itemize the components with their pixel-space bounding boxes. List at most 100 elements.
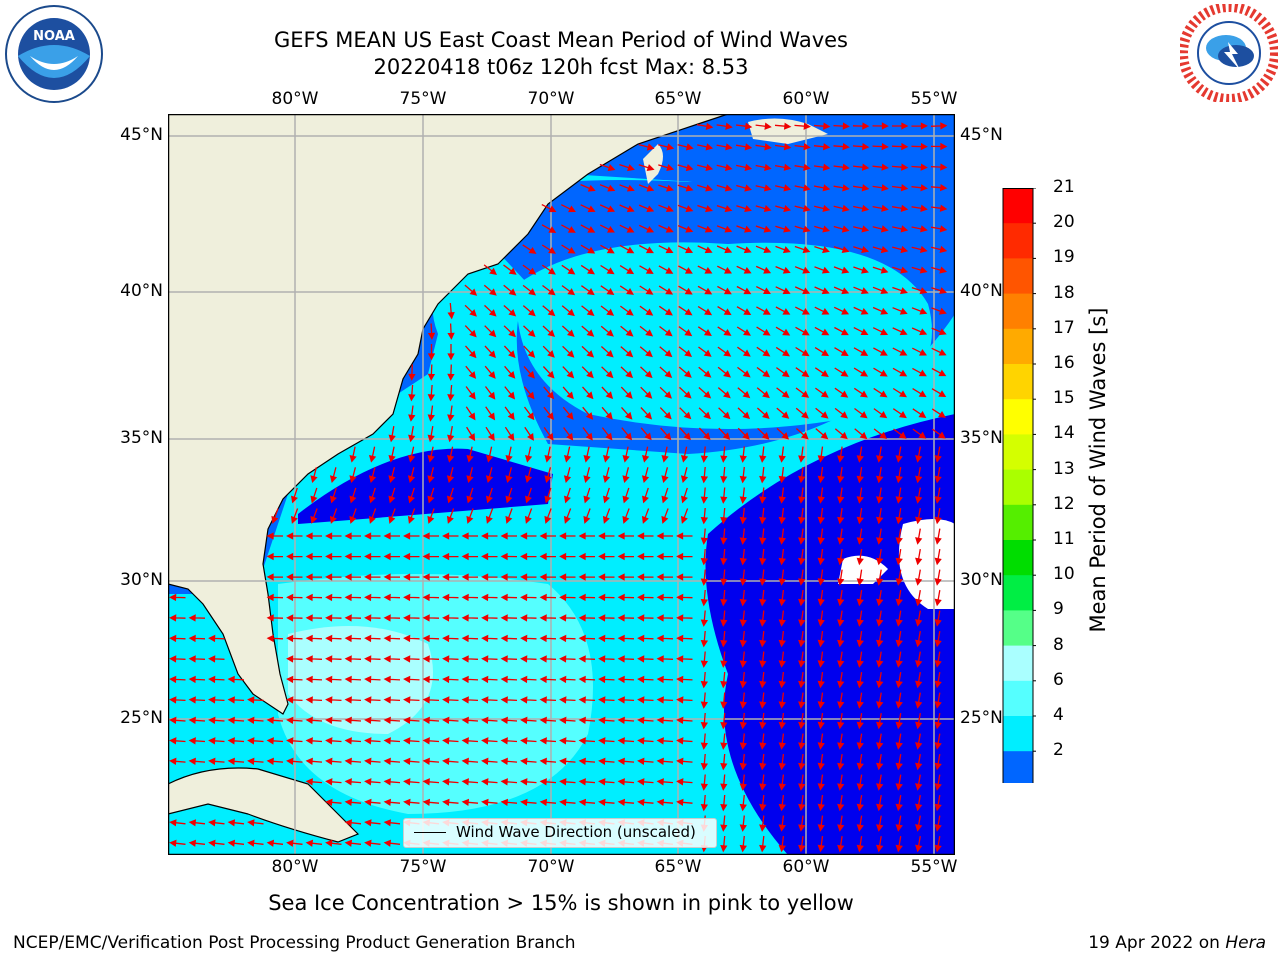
wind-wave-arrow (817, 446, 825, 463)
wind-wave-arrow (739, 671, 747, 689)
wind-wave-arrow (720, 548, 728, 566)
wind-wave-arrow (364, 532, 381, 540)
wind-wave-arrow (520, 716, 537, 725)
wind-wave-arrow (700, 794, 709, 812)
wind-wave-arrow (305, 675, 323, 684)
wind-wave-arrow (325, 655, 342, 663)
wind-wave-arrow (833, 266, 850, 274)
wind-wave-arrow (446, 508, 455, 524)
wind-wave-arrow (911, 266, 928, 274)
wind-wave-arrow (305, 634, 323, 643)
wind-wave-arrow (817, 836, 825, 853)
wind-wave-arrow (503, 284, 517, 296)
wind-wave-arrow (619, 285, 634, 295)
wind-wave-arrow (756, 366, 771, 378)
wind-wave-arrow (736, 265, 752, 274)
wind-wave-arrow (677, 184, 694, 192)
wind-wave-arrow (678, 326, 693, 337)
wind-wave-arrow (915, 835, 923, 853)
sea-ice-caption: Sea Ice Concentration > 15% is shown in … (268, 891, 854, 915)
wind-wave-arrow (930, 183, 948, 192)
wind-wave-arrow (892, 307, 908, 315)
colorbar-label: Mean Period of Wind Waves [s] (1086, 307, 1110, 633)
wind-wave-arrow (422, 778, 440, 786)
wind-wave-arrow (422, 573, 440, 581)
wind-wave-arrow (247, 839, 264, 847)
wind-wave-arrow (837, 549, 845, 566)
wind-wave-arrow (676, 655, 693, 663)
wind-wave-arrow (853, 347, 869, 356)
wind-wave-arrow (305, 839, 323, 847)
wind-wave-arrow (639, 346, 653, 358)
wind-wave-arrow (658, 143, 675, 151)
colorbar-tick-label: 16 (1053, 353, 1075, 373)
wind-wave-arrow (286, 614, 303, 622)
wind-wave-arrow (563, 427, 574, 441)
wind-wave-arrow (188, 614, 206, 622)
wind-wave-arrow (661, 467, 669, 484)
wind-wave-arrow (931, 266, 948, 274)
lat-tick-label-right: 40°N (960, 281, 1003, 301)
wind-wave-arrow (856, 733, 864, 750)
lon-tick-label-top: 75°W (399, 89, 447, 109)
wind-wave-arrow (895, 589, 903, 607)
wind-wave-arrow (774, 163, 792, 171)
wind-wave-arrow (559, 696, 576, 704)
wind-wave-arrow (208, 737, 225, 745)
wind-wave-arrow (837, 467, 845, 484)
wind-wave-arrow (461, 655, 479, 663)
wind-wave-arrow (637, 593, 654, 602)
wind-wave-arrow (505, 508, 513, 524)
wind-wave-arrow (578, 716, 596, 725)
wind-wave-arrow (737, 346, 751, 357)
wind-wave-arrow (305, 593, 323, 602)
wind-wave-arrow (856, 836, 864, 853)
wind-wave-arrow (310, 508, 318, 524)
wind-wave-arrow (403, 778, 420, 786)
wind-wave-arrow (895, 753, 903, 771)
wind-wave-arrow (403, 757, 420, 766)
wind-wave-arrow (778, 774, 786, 791)
wind-wave-arrow (598, 716, 615, 725)
wind-wave-arrow (759, 589, 767, 607)
wind-wave-arrow (676, 737, 693, 745)
wind-wave-arrow (915, 651, 923, 668)
wind-wave-arrow (656, 675, 674, 684)
wind-wave-arrow (656, 593, 674, 602)
wind-wave-arrow (286, 839, 303, 847)
wind-wave-arrow (778, 836, 786, 853)
wind-wave-arrow (817, 795, 825, 812)
wind-wave-arrow (795, 387, 810, 398)
wind-wave-arrow (853, 327, 869, 336)
wind-wave-arrow (561, 325, 575, 337)
wind-wave-arrow (286, 675, 303, 684)
wind-wave-arrow (422, 634, 440, 643)
wind-wave-arrow (539, 552, 557, 561)
colorbar-tick-label: 9 (1053, 599, 1064, 620)
wind-wave-arrow (775, 204, 792, 213)
wind-wave-arrow (776, 407, 790, 419)
lon-tick-label-bottom: 80°W (271, 857, 319, 877)
wind-wave-arrow (383, 552, 401, 561)
wind-wave-arrow (720, 692, 728, 709)
wind-wave-arrow (873, 387, 888, 398)
wind-wave-arrow (522, 244, 537, 254)
colorbar-segment (1003, 610, 1033, 646)
wind-wave-arrow (524, 426, 534, 441)
wind-wave-arrow (583, 487, 591, 504)
wind-wave-arrow (562, 386, 574, 400)
wind-wave-arrow (853, 367, 869, 377)
wind-wave-arrow (619, 244, 635, 254)
wind-wave-arrow (602, 467, 611, 484)
wind-wave-arrow (759, 794, 767, 812)
wind-wave-arrow (500, 798, 518, 807)
wind-wave-arrow (539, 532, 556, 540)
wind-wave-arrow (739, 733, 747, 750)
lat-tick-label-right: 35°N (960, 428, 1003, 448)
wind-wave-arrow (854, 407, 868, 419)
wind-wave-arrow (736, 163, 753, 172)
wind-wave-arrow (697, 204, 713, 213)
wind-wave-arrow (598, 655, 615, 663)
wind-wave-arrow (344, 778, 362, 786)
wind-wave-arrow (368, 508, 377, 524)
